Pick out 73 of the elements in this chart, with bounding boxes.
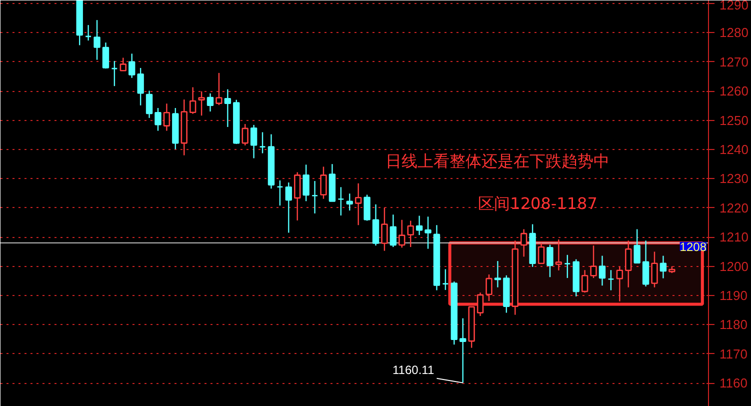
y-tick-label: 1220: [720, 200, 748, 216]
candlestick: [354, 182, 362, 226]
candlestick: [660, 255, 667, 279]
candlestick: [555, 238, 562, 271]
candlestick: [616, 266, 623, 302]
y-tick-label: 1270: [720, 54, 748, 70]
candlestick: [120, 57, 126, 72]
candlestick: [311, 180, 318, 214]
candlestick: [128, 53, 136, 79]
candlestick: [381, 206, 388, 252]
candlestick: [538, 242, 545, 264]
candlestick: [216, 72, 222, 106]
candlestick: [590, 244, 597, 279]
y-tick-label: 1210: [720, 230, 748, 245]
candlestick: [154, 107, 162, 132]
candlestick: [486, 274, 492, 302]
candlestick: [442, 268, 449, 291]
y-tick-label: 1240: [720, 142, 748, 157]
y-tick-label: 1160: [720, 376, 748, 391]
candlestick: [520, 228, 528, 258]
y-tick-label: 1260: [720, 84, 748, 99]
candlestick: [564, 254, 571, 279]
candlestick: [546, 244, 554, 278]
annotation: 1160.11: [392, 363, 434, 378]
candlestick: [285, 182, 292, 234]
candlestick: [494, 260, 502, 288]
candlestick: [146, 90, 153, 119]
candlestick: [137, 67, 144, 106]
y-tick-label: 1190: [720, 288, 748, 304]
candlestick: [206, 92, 214, 112]
candlestick: [338, 186, 344, 216]
candlestick: [416, 215, 423, 236]
candlestick: [372, 204, 380, 246]
y-tick-label: 1170: [720, 346, 748, 362]
candlestick: [598, 255, 606, 286]
candlestick: [460, 318, 466, 384]
candlestick: [320, 166, 327, 200]
candlestick: [651, 251, 658, 288]
candlestick: [189, 86, 196, 114]
y-tick-label: 1180: [720, 317, 748, 332]
candlestick: [276, 180, 284, 206]
candlestick: [581, 269, 588, 294]
candlestick: [111, 60, 118, 87]
candlestick: [84, 24, 92, 42]
annotation: 区间1208-1187: [478, 194, 598, 213]
candlestick: [642, 240, 650, 288]
candlestick: [407, 220, 414, 248]
y-tick-label: 1200: [720, 258, 748, 274]
candlestick: [364, 194, 370, 222]
candlestick: [608, 269, 614, 291]
candlestick: [476, 292, 484, 317]
y-tick-label: 1250: [720, 112, 748, 128]
y-tick-label: 1280: [720, 25, 748, 40]
y-tick-label: 1290: [720, 0, 748, 12]
candlestick: [390, 214, 397, 248]
candlestick: [163, 103, 170, 132]
candlestick: [259, 132, 266, 154]
y-tick-label: 1230: [720, 171, 748, 186]
candlestick: [250, 124, 258, 159]
candlestick: [198, 90, 205, 116]
candlestick: [424, 216, 432, 250]
candlestick: [634, 228, 640, 264]
candlestick: [294, 172, 301, 222]
candlestick: [346, 192, 353, 212]
candlestick: [398, 219, 406, 248]
ref-line-label: 1208: [680, 240, 707, 254]
candlestick: [224, 88, 232, 128]
candlestick: [302, 164, 310, 202]
annotation: 日线上看整体还是在下跌趋势中: [386, 152, 610, 171]
candlestick: [102, 42, 110, 70]
candlestick: [242, 123, 248, 146]
candlestick: [94, 19, 100, 60]
candlestick: [625, 240, 632, 288]
